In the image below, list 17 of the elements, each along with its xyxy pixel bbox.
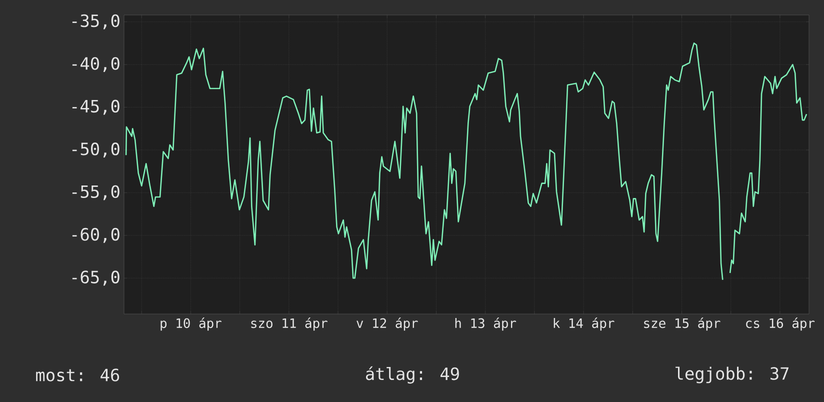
x-tick-label: h 13 ápr	[455, 318, 516, 331]
y-tick-label: -45,0	[72, 100, 120, 115]
x-tick-label: sze 15 ápr	[644, 318, 720, 331]
y-tick-label: -60,0	[72, 228, 120, 243]
y-tick-label: -35,0	[72, 14, 120, 30]
x-tick-label: v 12 ápr	[356, 318, 418, 331]
x-tick-label: cs 16 ápr	[746, 318, 815, 331]
text: most: 46	[36, 368, 120, 382]
text: átlag: 49	[366, 366, 459, 384]
x-tick-label: k 14 ápr	[554, 318, 614, 331]
text: legjobb: 37	[676, 366, 789, 384]
x-tick-label: szo 11 ápr	[251, 318, 328, 331]
y-tick-label: -50,0	[72, 142, 120, 158]
y-tick-label: -65,0	[72, 270, 120, 286]
y-tick-label: -40,0	[72, 57, 120, 72]
x-tick-label: p 10 ápr	[160, 318, 222, 331]
y-tick-label: -55,0	[72, 185, 120, 200]
